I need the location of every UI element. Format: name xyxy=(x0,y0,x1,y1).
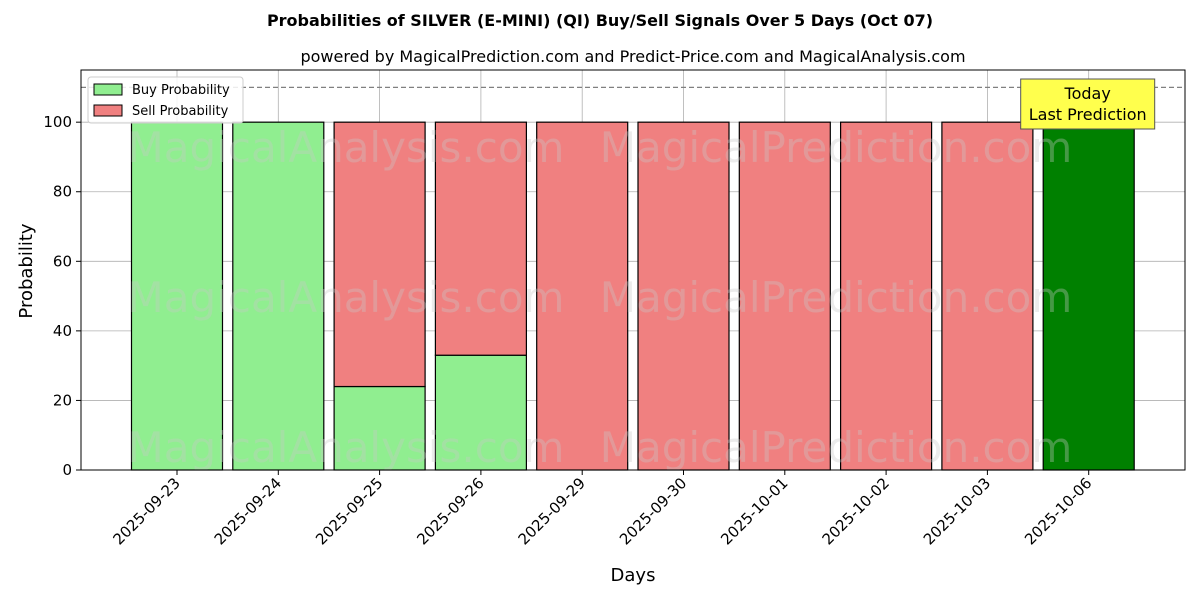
bar-buy xyxy=(232,121,325,471)
legend-label: Sell Probability xyxy=(132,104,229,119)
bar-sell xyxy=(637,121,730,471)
bar-sell xyxy=(434,121,527,356)
watermark-text: MagicalAnalysis.com xyxy=(128,423,565,472)
watermarks: MagicalAnalysis.com MagicalPrediction.com… xyxy=(128,123,1073,472)
annotation-text: Last Prediction xyxy=(1029,105,1147,124)
bar-buy xyxy=(1042,121,1135,471)
y-tick-label: 0 xyxy=(62,461,72,479)
legend-swatch xyxy=(93,83,123,96)
chart-subtitle: powered by MagicalPrediction.com and Pre… xyxy=(300,47,965,66)
watermark-text: MagicalAnalysis.com xyxy=(128,273,565,322)
annotation-box xyxy=(1020,78,1156,130)
bar-buy xyxy=(434,354,527,471)
y-tick-label: 100 xyxy=(43,113,72,131)
y-tick-label: 20 xyxy=(53,391,72,409)
bar-sell xyxy=(839,121,933,471)
watermark-text: MagicalPrediction.com xyxy=(600,423,1073,472)
bar-buy xyxy=(333,385,426,471)
y-tick-label: 40 xyxy=(53,322,72,340)
legend-swatch xyxy=(93,104,123,117)
bar-sell xyxy=(333,121,426,388)
legend-box xyxy=(87,76,244,124)
watermark-text: MagicalAnalysis.com xyxy=(128,123,565,172)
legend: Buy Probability Sell Probability xyxy=(87,76,244,124)
x-axis-label: Days xyxy=(611,565,656,586)
y-tick-label: 80 xyxy=(53,183,72,201)
y-axis-label: Probability xyxy=(16,223,37,318)
annotation-text: Today xyxy=(1064,84,1111,103)
watermark-text: MagicalPrediction.com xyxy=(600,123,1073,172)
plot-frame xyxy=(80,69,1186,471)
legend-label: Buy Probability xyxy=(132,83,230,98)
bar-sell xyxy=(941,121,1034,471)
watermark-text: MagicalPrediction.com xyxy=(600,273,1073,322)
today-annotation: Today Last Prediction xyxy=(1020,78,1156,130)
bar-sell xyxy=(738,121,831,471)
bar-sell xyxy=(536,121,629,471)
chart-title: Probabilities of SILVER (E-MINI) (QI) Bu… xyxy=(267,11,933,30)
y-tick-label: 60 xyxy=(53,252,72,270)
